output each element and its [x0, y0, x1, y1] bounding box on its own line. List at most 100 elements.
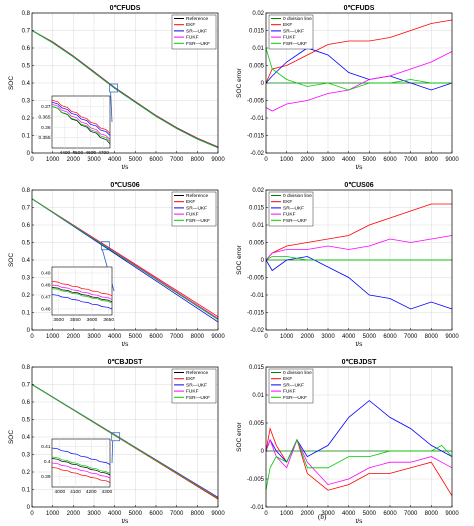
x-tick-label: 5000 [363, 334, 377, 340]
y-tick-label: 0 [261, 449, 265, 455]
y-tick-label: 0 [27, 505, 31, 511]
y-tick-label: 0.1 [22, 311, 31, 317]
x-tick-label: 4000 [342, 157, 356, 163]
inset-x-tick-label: 4200 [86, 489, 97, 495]
series-line-fsr-ukf [31, 30, 219, 148]
y-tick-label: -0.015 [247, 311, 265, 317]
legend-label: FUKF [186, 212, 199, 218]
inset-series-fukf [51, 462, 111, 479]
chart-title: 0℃US06 [110, 181, 139, 189]
x-tick-label: 7000 [170, 511, 184, 517]
x-axis-label: t/s [122, 341, 130, 348]
y-axis-label: SOC error [236, 421, 243, 451]
y-tick-label: -0.005 [247, 477, 265, 483]
series-line-fukf [265, 235, 453, 261]
x-tick-label: 4000 [342, 511, 356, 517]
legend-label: FUKF [186, 389, 199, 395]
x-tick-label: 5000 [129, 157, 143, 163]
x-tick-label: 8000 [425, 511, 439, 517]
inset-y-tick-label: 0.49 [41, 271, 51, 277]
legend-label: FSR—UKF [186, 218, 210, 224]
inset-frame [51, 266, 113, 316]
x-tick-label: 0 [264, 511, 268, 517]
inset-y-tick-label: 0.48 [41, 283, 51, 289]
y-tick-label: 0.015 [249, 365, 265, 371]
legend-label: FSR—UKF [186, 395, 210, 401]
x-tick-label: 4000 [108, 511, 122, 517]
y-tick-label: 0.6 [22, 46, 31, 52]
legend-label: SR—UKF [283, 28, 304, 34]
x-tick-label: 6000 [383, 157, 397, 163]
inset-x-tick-label: 3650 [103, 317, 114, 323]
inset-y-tick-label: 0.37 [41, 104, 51, 110]
y-tick-label: 0.7 [22, 383, 31, 389]
y-axis-label: SOC [8, 430, 15, 444]
x-tick-label: 3000 [87, 157, 101, 163]
chart-bjdst-soc: 0 1000 2000 3000 4000 5000 6000 7000 8000 9000 0 0.… [8, 358, 225, 525]
y-tick-label: 0.2 [22, 116, 31, 122]
x-tick-label: 1000 [280, 334, 294, 340]
x-tick-label: 9000 [445, 334, 459, 340]
y-axis-label: SOC error [236, 67, 243, 97]
y-tick-label: 0.005 [249, 64, 265, 70]
legend-label: 0 division line [283, 370, 312, 376]
x-tick-label: 2000 [67, 157, 81, 163]
y-tick-label: 0.7 [22, 206, 31, 212]
y-tick-label: 0 [261, 258, 265, 264]
y-tick-label: 0.4 [22, 81, 31, 87]
series-line-fsr-ukf [265, 256, 452, 261]
inset-series-ekf [51, 467, 111, 483]
x-tick-label: 6000 [383, 511, 397, 517]
x-axis-label: t/s [356, 518, 364, 525]
zoom-marker [101, 241, 110, 251]
legend-label: FUKF [283, 212, 296, 218]
x-axis-label: t/s [356, 341, 364, 348]
y-tick-label: 0.1 [22, 488, 31, 494]
series-line-sr-ukf [265, 400, 453, 463]
x-tick-label: 7000 [170, 334, 184, 340]
y-tick-label: 0.01 [252, 46, 264, 52]
zoom-marker [111, 432, 121, 442]
y-tick-label: 0.1 [22, 134, 31, 140]
y-tick-label: -0.005 [247, 276, 265, 282]
y-tick-label: -0.02 [250, 328, 264, 334]
x-tick-label: 1000 [46, 157, 60, 163]
y-tick-label: 0 [261, 81, 265, 87]
zoom-callout-arrow [110, 91, 113, 123]
chart-title: 0℃BJDST [108, 358, 143, 366]
legend-label: EKF [186, 22, 195, 28]
legend-label: FSR—UKF [283, 395, 307, 401]
chart-title: 0℃FUDS [110, 4, 141, 12]
x-tick-label: 4000 [108, 334, 122, 340]
y-tick-label: -0.005 [247, 99, 265, 105]
inset-series-sr-ukf [51, 101, 111, 136]
legend-label: EKF [186, 376, 195, 382]
inset-series-reference [51, 287, 113, 303]
y-tick-label: -0.02 [250, 151, 264, 157]
legend-label: EKF [283, 22, 292, 28]
x-axis-label: t/s [122, 518, 130, 525]
x-tick-label: 0 [264, 334, 268, 340]
x-tick-label: 0 [264, 157, 268, 163]
series-line-fukf [265, 438, 453, 486]
legend-label: FUKF [186, 35, 199, 41]
chart-title: 0℃BJDST [342, 358, 377, 366]
chart-us06-err: 0 1000 2000 3000 4000 5000 6000 7000 8000 9000 -0.… [236, 181, 459, 348]
inset-series-fukf [51, 284, 113, 300]
x-tick-label: 9000 [211, 334, 225, 340]
series-line-ekf [265, 427, 453, 497]
y-tick-label: 0.4 [22, 435, 31, 441]
x-tick-label: 6000 [149, 157, 163, 163]
inset-x-tick-label: 4600 [85, 150, 96, 156]
legend-label: EKF [283, 376, 292, 382]
inset-x-tick-label: 4700 [98, 150, 109, 156]
series-line-fsr-ukf [265, 47, 452, 91]
chart-fuds-err: 0 1000 2000 3000 4000 5000 6000 7000 8000 9000 -0.… [236, 4, 459, 171]
x-tick-label: 3000 [321, 334, 335, 340]
y-tick-label: 0.2 [22, 470, 31, 476]
x-tick-label: 8000 [191, 334, 205, 340]
x-tick-label: 7000 [404, 334, 418, 340]
inset-series-fukf [51, 103, 111, 140]
